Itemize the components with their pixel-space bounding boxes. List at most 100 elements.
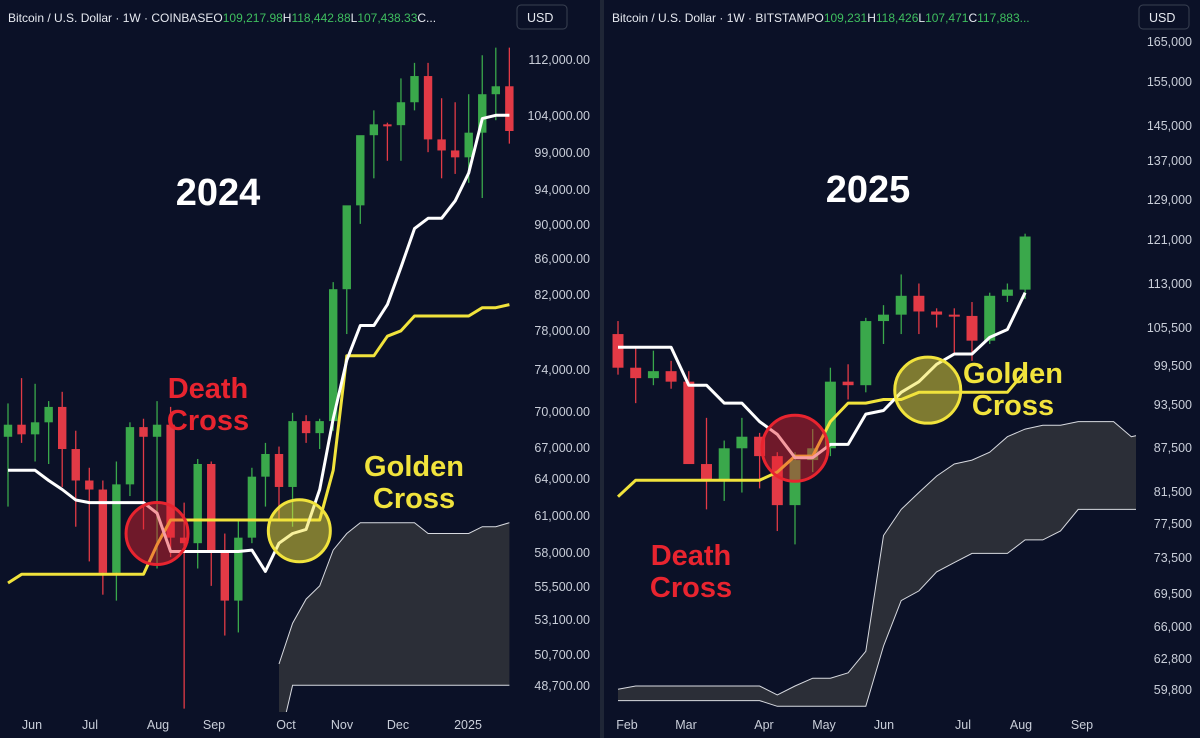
open-label: O <box>814 11 823 25</box>
death-cross-label-line2: Cross <box>650 572 732 604</box>
candle-body <box>410 76 419 103</box>
candle-body <box>718 448 730 481</box>
panel-divider[interactable] <box>600 0 604 738</box>
low-label: L <box>918 11 925 25</box>
high-value: 118,426 <box>876 11 919 25</box>
golden-cross-circle <box>893 355 963 425</box>
candle-body <box>139 427 148 437</box>
white-line <box>8 113 510 573</box>
y-tick-label: 112,000.00 <box>528 53 590 67</box>
open-value: 109,231 <box>824 11 868 25</box>
cloud-lower-edge <box>285 684 510 712</box>
candle-body <box>288 421 297 487</box>
y-tick-label: 129,000 <box>1147 193 1192 207</box>
candle-body <box>152 424 162 437</box>
x-tick-label: Sep <box>1071 718 1093 732</box>
y-tick-label: 82,000.00 <box>534 288 590 302</box>
death-cross-label-line2: Cross <box>167 405 249 437</box>
candle-body <box>450 150 460 158</box>
candle-body <box>369 124 379 136</box>
y-tick-label: 93,500 <box>1154 398 1192 412</box>
x-tick-label: Jun <box>22 718 42 732</box>
y-tick-label: 137,000 <box>1147 154 1192 168</box>
candle-body <box>274 453 284 487</box>
death-cross-label-line1: Death <box>168 373 249 405</box>
cloud-upper-edge <box>617 421 1136 696</box>
y-tick-label: 70,000.00 <box>534 405 590 419</box>
candle-body <box>842 381 854 386</box>
y-tick-label: 61,000.00 <box>534 509 590 523</box>
y-tick-label: 66,000 <box>1154 620 1192 634</box>
y-tick-label: 90,000.00 <box>534 218 590 232</box>
candle-body <box>71 449 80 481</box>
candle-body <box>85 480 94 490</box>
candle-body <box>505 86 514 131</box>
x-tick-label: Sep <box>203 718 225 732</box>
candle-body <box>207 463 216 552</box>
x-tick-label: Feb <box>616 718 638 732</box>
y-tick-label: 58,000.00 <box>534 546 590 560</box>
low-label: L <box>351 11 358 25</box>
candle-body <box>437 139 446 151</box>
candle-body <box>3 424 13 437</box>
x-tick-label: Dec <box>387 718 409 732</box>
golden-cross-circle <box>266 498 332 564</box>
currency-button[interactable]: USD <box>1138 4 1190 30</box>
y-tick-label: 64,000.00 <box>534 472 590 486</box>
high-value: 118,442.88 <box>291 11 350 25</box>
y-tick-label: 77,500 <box>1154 517 1192 531</box>
candle-body <box>193 463 202 544</box>
currency-button-bg[interactable] <box>516 4 568 30</box>
candle-body <box>630 367 642 379</box>
candle-body <box>234 537 243 601</box>
cloud-upper-edge <box>278 522 510 665</box>
chart-header: Bitcoin / U.S. Dollar · 1W · BITSTAMPO10… <box>612 11 1030 25</box>
ichimoku-cloud <box>618 421 1136 707</box>
candle-body <box>913 295 925 312</box>
y-tick-label: 104,000.00 <box>527 109 590 123</box>
candle-body <box>30 422 40 435</box>
high-label: H <box>283 11 292 25</box>
currency-button-label: USD <box>527 11 553 25</box>
death-cross-label-line1: Death <box>651 540 732 572</box>
candle-body <box>328 289 338 422</box>
year-label: 2025 <box>826 169 911 211</box>
candle-body <box>396 102 406 126</box>
y-tick-label: 67,000.00 <box>534 441 590 455</box>
candle-body <box>383 124 392 127</box>
open-value: 109,217.98 <box>223 11 283 25</box>
panel-2025: Bitcoin / U.S. Dollar · 1W · BITSTAMPO10… <box>612 4 1192 732</box>
cloud-lower-edge <box>618 508 1136 707</box>
candle-body <box>683 381 695 465</box>
candle-body <box>261 453 270 477</box>
candle-body <box>948 314 960 317</box>
y-tick-label: 165,000 <box>1147 35 1192 49</box>
close-label: C... <box>417 11 436 25</box>
y-tick-label: 86,000.00 <box>534 252 590 266</box>
y-tick-label: 48,700.00 <box>534 679 590 693</box>
high-label: H <box>867 11 876 25</box>
close-value: 117,883... <box>977 11 1030 25</box>
candle-body <box>247 476 257 538</box>
golden-cross-label-line1: Golden <box>364 451 464 483</box>
y-tick-label: 74,000.00 <box>534 363 590 377</box>
candle-body <box>98 489 108 573</box>
x-tick-label: Nov <box>331 718 354 732</box>
candle-body <box>984 295 996 341</box>
y-tick-label: 87,500 <box>1154 441 1192 455</box>
candle-body <box>1001 289 1013 296</box>
currency-button[interactable]: USD <box>516 4 568 30</box>
candle-body <box>315 421 324 434</box>
y-tick-label: 121,000 <box>1147 233 1192 247</box>
candle-body <box>478 94 487 133</box>
y-tick-label: 53,100.00 <box>534 613 590 627</box>
y-tick-label: 145,000 <box>1147 119 1192 133</box>
close-label: C <box>968 11 977 25</box>
plot-area <box>3 47 514 712</box>
candle-body <box>771 456 783 506</box>
currency-button-bg[interactable] <box>1138 4 1190 30</box>
x-tick-label: Jul <box>955 718 971 732</box>
open-label: O <box>213 11 222 25</box>
